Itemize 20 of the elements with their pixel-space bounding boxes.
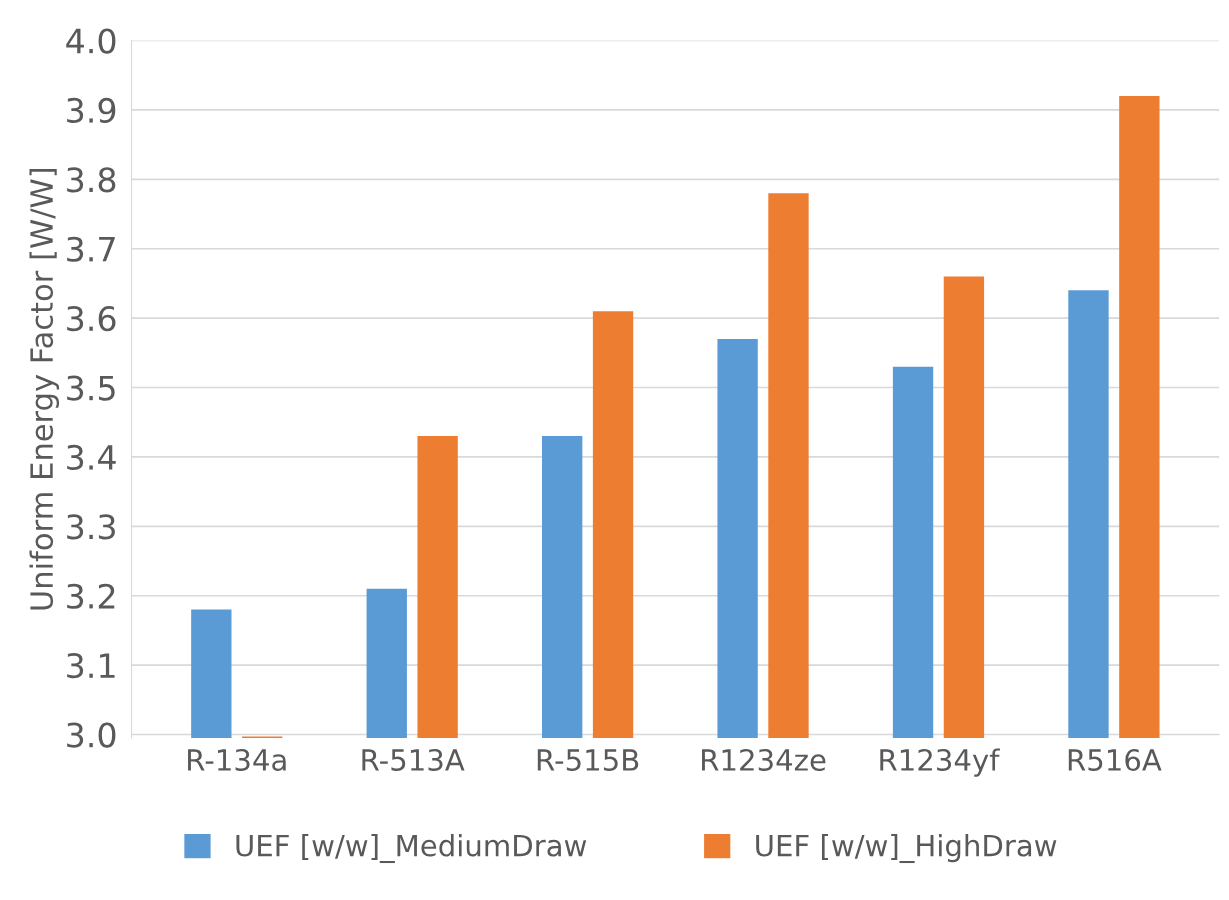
y-tick-label: 3.2 [67,583,115,609]
y-tick-label: 3.7 [67,236,115,262]
y-tick-label: 3.8 [67,167,116,193]
x-tick-label: R1234ze [702,748,826,771]
x-tick-label: R-134a [188,748,286,771]
x-tick-label: R-515B [537,749,639,771]
x-tick-label: R1234yf [880,748,1001,777]
x-tick-label: R-513A [362,748,465,771]
y-tick-label: 3.1 [67,653,115,679]
y-tick-label: 3.9 [67,97,116,124]
legend-label: UEF [w/w]_MediumDraw [236,834,587,864]
y-tick-label: 3.5 [67,375,115,401]
y-tick-label: 4.0 [66,28,116,54]
y-axis-title: Uniform Energy Factor [W/W] [29,169,60,610]
y-tick-label: 3.4 [67,444,116,471]
y-tick-label: 3.0 [67,722,116,748]
x-tick-label: R516A [1068,748,1162,771]
y-tick-label: 3.3 [67,514,115,540]
y-tick-label: 3.6 [67,306,116,332]
legend-label: UEF [w/w]_HighDraw [756,834,1057,864]
